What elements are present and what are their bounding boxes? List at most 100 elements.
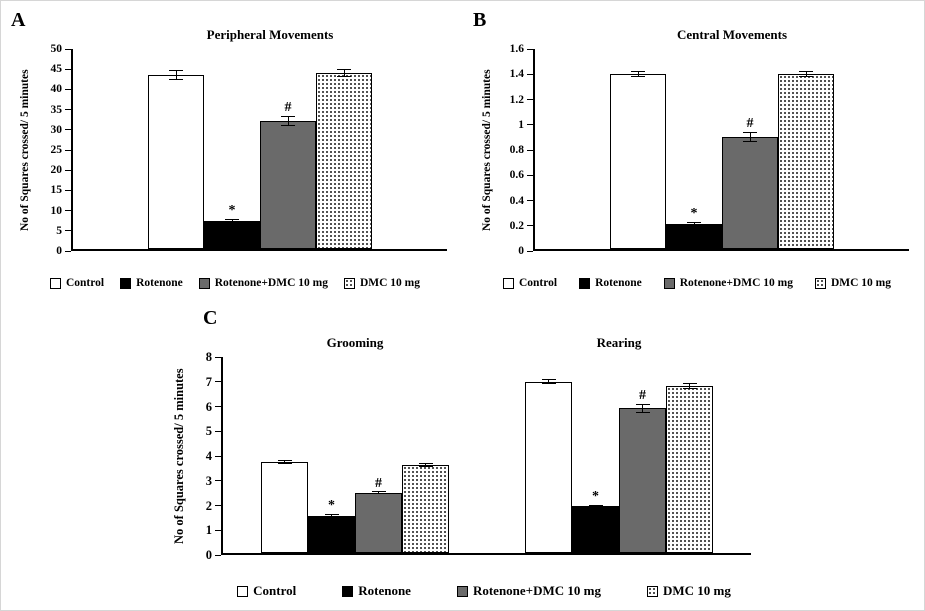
legend-label: Control — [65, 277, 105, 289]
bar-dots — [402, 357, 449, 553]
chart-grooming-rearing: No of Squares crossed/ 5 minutes 0 1 2 3 4 5 6 7… — [159, 299, 809, 609]
y-tick-mark — [215, 480, 221, 482]
y-tick-label: 0.8 — [509, 144, 524, 156]
chart-body: No of Squares crossed/ 5 minutes 0 1 2 3 4 5 6 7… — [169, 335, 751, 561]
y-tick-label: 0.6 — [509, 169, 524, 182]
error-bar — [281, 116, 295, 126]
legend-marker — [49, 277, 61, 289]
y-tick-mark — [527, 73, 533, 75]
y-tick-mark — [215, 505, 221, 506]
y-tick-mark — [527, 174, 533, 176]
y-tick-mark — [65, 109, 71, 111]
y-tick-mark — [527, 48, 533, 50]
significance-marker: * — [328, 498, 335, 514]
legend-marker — [237, 585, 249, 597]
y-tick-label: 30 — [50, 123, 63, 136]
y-tick-label: 4 — [205, 449, 212, 463]
legend-item: Rotenone — [579, 277, 642, 289]
significance-marker: * — [228, 203, 236, 218]
bar — [148, 75, 204, 249]
panel-c-label: C — [203, 307, 218, 329]
significance-marker: # — [746, 115, 754, 131]
legend-item: DMC 10 mg — [646, 583, 731, 599]
significance-marker: * — [592, 488, 599, 504]
y-tick-label: 0.4 — [509, 194, 524, 207]
y-tick-mark — [527, 225, 533, 227]
y-tick-label: 0.2 — [509, 219, 524, 232]
legend-label: Rotenone — [358, 583, 411, 598]
plot-area: Grooming * # Rearing * # — [221, 335, 751, 555]
bar — [666, 224, 722, 249]
legend-label: Rotenone+DMC 10 mg — [214, 277, 328, 289]
legend-marker — [502, 277, 514, 289]
y-tick-mark — [215, 455, 221, 457]
error-bar — [743, 131, 757, 142]
legend-item: DMC 10 mg — [814, 277, 892, 289]
error-bar — [687, 221, 701, 227]
y-tick-mark — [215, 529, 221, 531]
y-tick-mark — [527, 149, 533, 151]
bar — [316, 73, 372, 249]
bar-group: Rearing * # — [487, 335, 751, 553]
chart-peripheral-movements: Peripheral Movements No of Squares crosse… — [9, 5, 461, 297]
bar-solid: * — [204, 49, 260, 249]
error-bar — [682, 383, 697, 390]
bar-control — [525, 357, 572, 553]
y-tick-label: 3 — [205, 473, 212, 488]
legend-item: Rotenone+DMC 10 mg — [198, 277, 328, 289]
y-tick-label: 0 — [518, 245, 524, 257]
y-tick-mark — [65, 129, 71, 131]
bar — [402, 464, 449, 553]
y-tick-mark — [65, 210, 71, 212]
y-tick-mark — [527, 99, 533, 100]
y-tick-label: 0 — [56, 245, 62, 257]
y-tick-label: 1.2 — [509, 93, 524, 106]
plot-area: * # — [71, 49, 447, 251]
y-tick-mark — [65, 48, 71, 50]
bar — [525, 381, 572, 553]
y-tick-label: 7 — [205, 374, 212, 389]
y-tick-mark — [65, 230, 71, 232]
legend-label: Rotenone+DMC 10 mg — [679, 277, 793, 289]
bar-solid: * — [572, 357, 619, 553]
error-bar — [277, 460, 292, 465]
legend-item: Rotenone+DMC 10 mg — [663, 277, 793, 289]
panel-b-label: B — [473, 9, 487, 31]
y-tick-mark — [527, 200, 533, 201]
bar — [778, 74, 834, 249]
legend-item: Control — [237, 583, 296, 599]
y-tick-label: 40 — [50, 83, 63, 96]
legend-marker — [456, 585, 468, 597]
significance-marker: # — [284, 100, 292, 116]
y-tick-label: 15 — [50, 184, 63, 197]
legend-item: Control — [49, 277, 105, 289]
legend: Control Rotenone Rotenone+DMC 10 mg DMC 10 … — [159, 583, 809, 599]
y-axis-label: No of Squares crossed/ 5 minutes — [19, 69, 31, 231]
bar-group: * # — [535, 49, 909, 249]
y-tick-mark — [215, 356, 221, 358]
significance-marker: * — [690, 205, 698, 221]
y-tick-label: 1 — [518, 118, 524, 131]
significance-marker: # — [639, 387, 646, 403]
error-bar — [635, 403, 650, 414]
y-tick-label: 45 — [50, 63, 63, 76]
bar — [261, 462, 308, 553]
bar-gray: # — [722, 49, 778, 249]
y-tick-mark — [215, 406, 221, 407]
bar-dots — [666, 357, 713, 553]
legend-label: DMC 10 mg — [359, 277, 421, 289]
legend-label: Rotenone — [136, 277, 183, 289]
legend-label: DMC 10 mg — [830, 277, 892, 289]
panel-a-label: A — [11, 9, 26, 31]
legend-marker — [198, 277, 210, 289]
y-tick-label: 35 — [50, 103, 63, 116]
y-tick-label: 1.4 — [509, 68, 524, 81]
y-tick-label: 50 — [50, 43, 63, 55]
legend-marker — [646, 585, 658, 597]
error-bar — [588, 504, 603, 509]
legend-item: Control — [502, 277, 557, 289]
bar-control — [261, 357, 308, 553]
error-bar — [225, 219, 239, 223]
error-bar — [799, 70, 813, 78]
